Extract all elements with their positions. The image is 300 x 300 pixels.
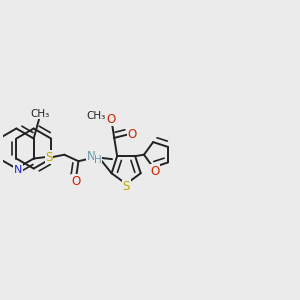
- Text: O: O: [106, 112, 115, 126]
- Text: CH₃: CH₃: [30, 109, 49, 119]
- Text: S: S: [122, 180, 130, 193]
- Text: O: O: [127, 128, 136, 141]
- Text: N: N: [14, 165, 22, 175]
- Text: N: N: [87, 150, 96, 163]
- Text: O: O: [71, 175, 81, 188]
- Text: H: H: [94, 155, 102, 165]
- Text: S: S: [45, 151, 53, 164]
- Text: CH₃: CH₃: [86, 111, 106, 121]
- Text: O: O: [150, 165, 160, 178]
